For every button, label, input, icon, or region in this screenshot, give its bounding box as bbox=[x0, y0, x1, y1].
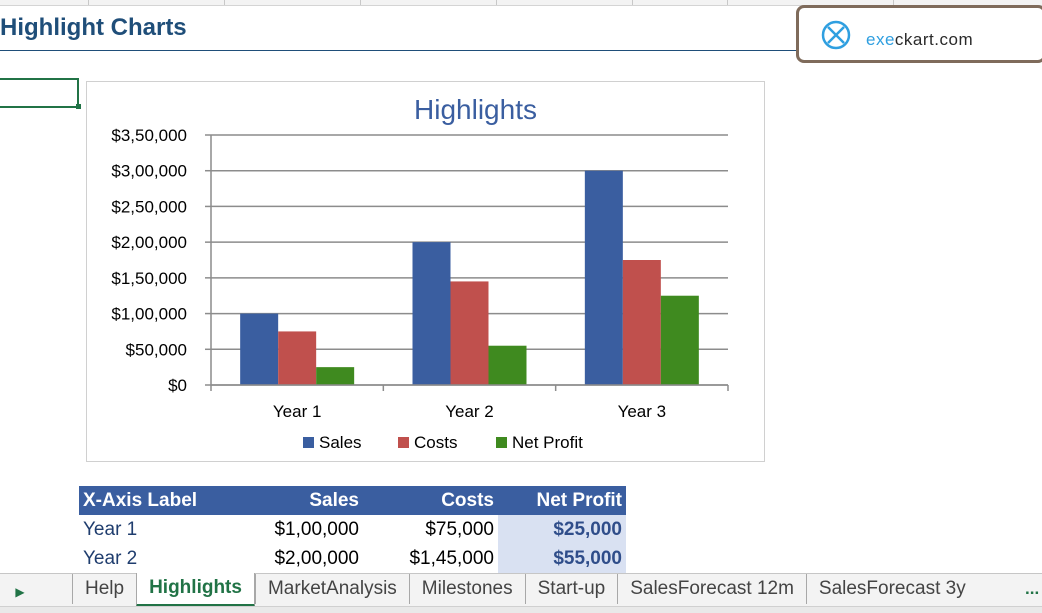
column-separator bbox=[727, 0, 728, 5]
status-strip bbox=[0, 606, 1042, 613]
column-separator bbox=[632, 0, 633, 5]
bar-costs bbox=[450, 281, 489, 385]
legend-swatch bbox=[398, 437, 409, 448]
cell-sales[interactable]: $1,00,000 bbox=[274, 518, 359, 540]
logo-text-rest: ckart.com bbox=[894, 30, 974, 49]
tab-milestones[interactable]: Milestones bbox=[408, 574, 525, 604]
logo-text: execkart.com bbox=[866, 30, 973, 50]
legend-swatch bbox=[303, 437, 314, 448]
bar-net-profit bbox=[488, 345, 527, 385]
legend-label: Net Profit bbox=[512, 433, 583, 452]
column-header-strip bbox=[0, 0, 1042, 6]
data-table: X-Axis Label Sales Costs Net Profit Year… bbox=[79, 486, 626, 573]
logo[interactable]: execkart.com bbox=[796, 5, 1042, 63]
column-separator bbox=[893, 0, 894, 5]
tab-help[interactable]: Help bbox=[72, 574, 136, 604]
selected-cell[interactable] bbox=[0, 78, 79, 108]
column-separator bbox=[224, 0, 225, 5]
y-tick-label: $0 bbox=[168, 376, 187, 395]
highlights-chart[interactable]: Highlights $0 $50,000 $1,00,000 $1,50,000 $2,… bbox=[86, 81, 765, 462]
header-x-axis-label[interactable]: X-Axis Label bbox=[79, 486, 255, 515]
cell-net-profit[interactable]: $55,000 bbox=[498, 544, 626, 573]
column-separator bbox=[88, 0, 89, 5]
scroll-tabs-right-icon[interactable]: ▶ bbox=[15, 585, 25, 599]
bar-sales bbox=[584, 170, 623, 385]
legend-label: Sales bbox=[319, 433, 362, 452]
tab-salesforecast-12m[interactable]: SalesForecast 12m bbox=[617, 574, 806, 604]
bar-net-profit bbox=[316, 367, 355, 385]
logo-text-accent: exe bbox=[866, 30, 895, 49]
y-tick-label: $50,000 bbox=[126, 340, 187, 359]
x-tick-label: Year 2 bbox=[445, 402, 494, 421]
header-net-profit[interactable]: Net Profit bbox=[498, 486, 626, 515]
y-tick-label: $1,50,000 bbox=[111, 269, 187, 288]
cell-costs[interactable]: $1,45,000 bbox=[409, 547, 494, 569]
y-tick-label: $2,50,000 bbox=[111, 197, 187, 216]
sheet-tabs: Help Highlights MarketAnalysis Milestone… bbox=[72, 573, 978, 607]
table-row: Year 1 $1,00,000 $75,000 $25,000 bbox=[79, 515, 626, 544]
column-separator bbox=[360, 0, 361, 5]
title-underline bbox=[0, 50, 800, 51]
page-title[interactable]: Highlight Charts bbox=[0, 14, 187, 41]
bar-sales bbox=[240, 313, 279, 385]
header-sales[interactable]: Sales bbox=[255, 486, 363, 515]
bar-costs bbox=[622, 260, 661, 385]
header-costs[interactable]: Costs bbox=[363, 486, 498, 515]
y-tick-label: $1,00,000 bbox=[111, 305, 187, 324]
chart-svg: Highlights $0 $50,000 $1,00,000 $1,50,000 $2,… bbox=[111, 94, 729, 452]
tab-highlights[interactable]: Highlights bbox=[136, 573, 255, 607]
table-header-row: X-Axis Label Sales Costs Net Profit bbox=[79, 486, 626, 515]
x-circle-logo-icon bbox=[821, 20, 851, 50]
cell-costs[interactable]: $75,000 bbox=[425, 518, 494, 540]
y-tick-label: $3,00,000 bbox=[111, 162, 187, 181]
more-tabs-button[interactable]: ... bbox=[1025, 579, 1040, 598]
bar-costs bbox=[278, 331, 317, 385]
legend-swatch bbox=[496, 437, 507, 448]
cell-net-profit[interactable]: $25,000 bbox=[498, 515, 626, 544]
y-tick-label: $2,00,000 bbox=[111, 233, 187, 252]
cell-sales[interactable]: $2,00,000 bbox=[274, 547, 359, 569]
x-tick-label: Year 1 bbox=[273, 402, 322, 421]
bar-net-profit bbox=[660, 295, 699, 385]
y-tick-label: $3,50,000 bbox=[111, 126, 187, 145]
cell-label[interactable]: Year 2 bbox=[83, 547, 138, 569]
x-tick-label: Year 3 bbox=[618, 402, 667, 421]
column-separator bbox=[496, 0, 497, 5]
tab-salesforecast-3y[interactable]: SalesForecast 3y bbox=[805, 574, 978, 604]
legend-label: Costs bbox=[414, 433, 457, 452]
chart-title: Highlights bbox=[414, 94, 537, 125]
tab-marketanalysis[interactable]: MarketAnalysis bbox=[254, 574, 409, 604]
fill-handle[interactable] bbox=[76, 104, 81, 109]
bar-sales bbox=[412, 242, 451, 385]
tab-start-up[interactable]: Start-up bbox=[524, 574, 618, 604]
table-row: Year 2 $2,00,000 $1,45,000 $55,000 bbox=[79, 544, 626, 573]
cell-label[interactable]: Year 1 bbox=[83, 518, 138, 540]
